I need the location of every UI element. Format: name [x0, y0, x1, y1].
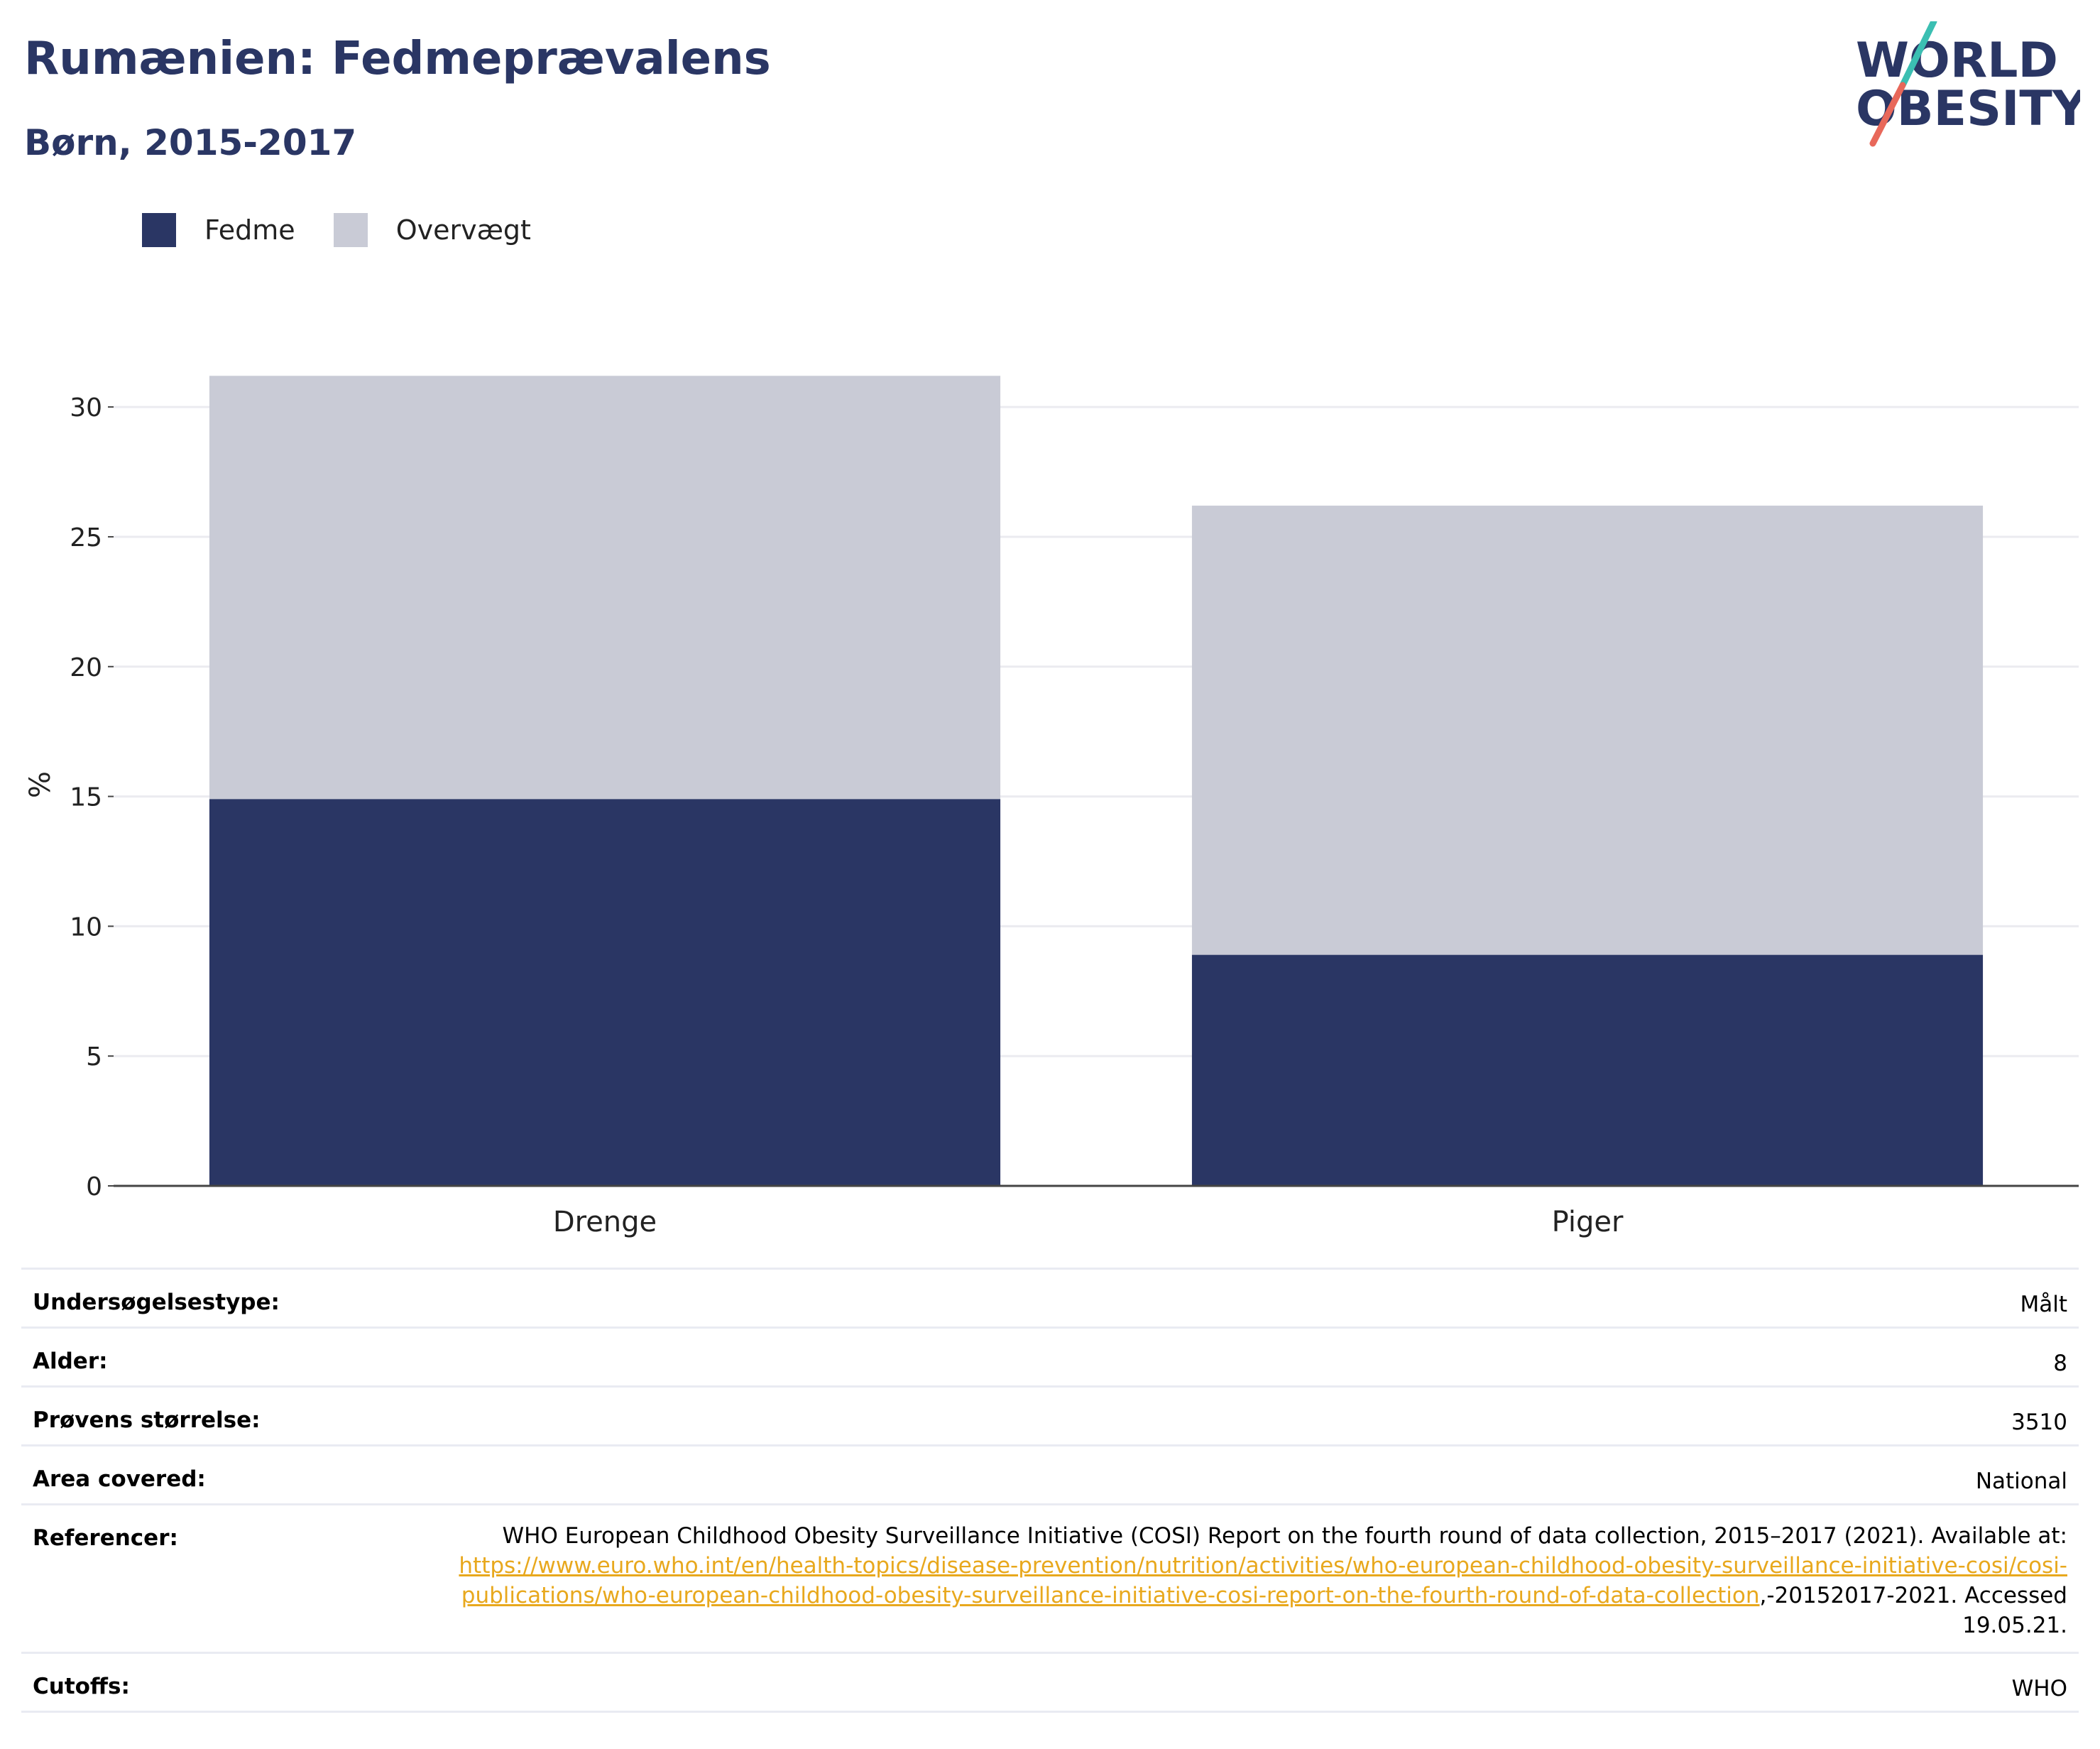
bar-piger-fedme: [1191, 954, 1984, 1186]
y-tick-label-0: 0: [86, 1172, 102, 1202]
bar-drenge-overvægt: [209, 376, 1001, 800]
x-tick-label-drenge: Drenge: [553, 1206, 657, 1238]
chart-subtitle: Børn, 2015-2017: [24, 122, 357, 163]
logo-slash-top: [1899, 21, 1937, 89]
cutoffs-value: WHO: [2011, 1676, 2067, 1701]
legend: Fedme Overvægt: [142, 210, 569, 250]
info-row-references: Referencer: WHO European Childhood Obesi…: [21, 1505, 2079, 1654]
legend-swatch-fedme: [142, 213, 176, 247]
bar-drenge-fedme: [209, 799, 1001, 1186]
y-tick-label-5: 5: [86, 1042, 102, 1072]
y-tick-label-10: 10: [70, 912, 102, 942]
info-row-survey-type: Undersøgelsestype: Målt: [21, 1270, 2079, 1329]
bar-chart: 0 5 10 15 20 25 30 Drenge Piger%: [24, 376, 2079, 1238]
x-tick-label-piger: Piger: [1552, 1206, 1624, 1238]
y-axis-title: %: [24, 771, 57, 798]
info-row-sample-size: Prøvens størrelse: 3510: [21, 1388, 2079, 1446]
references-value: WHO European Childhood Obesity Surveilla…: [392, 1505, 2067, 1640]
sample-size-label: Prøvens størrelse:: [33, 1407, 261, 1433]
references-label: Referencer:: [33, 1525, 178, 1551]
references-link[interactable]: https://www.euro.who.int/en/health-topic…: [459, 1553, 2067, 1608]
references-text: WHO European Childhood Obesity Surveilla…: [502, 1523, 2067, 1549]
area-label: Area covered:: [33, 1466, 206, 1492]
info-row-cutoffs: Cutoffs: WHO: [21, 1654, 2079, 1713]
info-row-area: Area covered: National: [21, 1446, 2079, 1505]
bar-piger-overvægt: [1191, 506, 1984, 955]
world-obesity-logo[interactable]: WORLD OBESITY: [1846, 21, 2080, 149]
cutoffs-label: Cutoffs:: [33, 1674, 130, 1699]
legend-label-fedme: Fedme: [204, 214, 295, 246]
logo-slash-bottom: [1869, 82, 1906, 147]
info-table: Undersøgelsestype: Målt Alder: 8 Prøvens…: [21, 1268, 2079, 1713]
y-tick-label-20: 20: [70, 653, 102, 682]
age-label: Alder:: [33, 1348, 108, 1374]
info-row-age: Alder: 8: [21, 1329, 2079, 1388]
references-text-after: ,-20152017-2021. Accessed 19.05.21.: [1759, 1583, 2068, 1638]
legend-item-overvaegt[interactable]: Overvægt: [333, 213, 531, 247]
y-tick-label-25: 25: [70, 523, 102, 552]
legend-swatch-overvaegt: [333, 213, 368, 247]
age-value: 8: [2053, 1351, 2067, 1376]
y-tick-label-15: 15: [70, 783, 102, 812]
legend-item-fedme[interactable]: Fedme: [142, 213, 295, 247]
area-value: National: [1975, 1469, 2067, 1494]
survey-type-value: Målt: [2020, 1292, 2067, 1317]
y-tick-label-30: 30: [70, 393, 102, 423]
logo-text-world: WORLD: [1856, 33, 2058, 89]
sample-size-value: 3510: [2011, 1410, 2067, 1435]
survey-type-label: Undersøgelsestype:: [33, 1290, 280, 1315]
legend-label-overvaegt: Overvægt: [395, 214, 531, 246]
chart-title: Rumænien: Fedmeprævalens: [24, 33, 771, 85]
